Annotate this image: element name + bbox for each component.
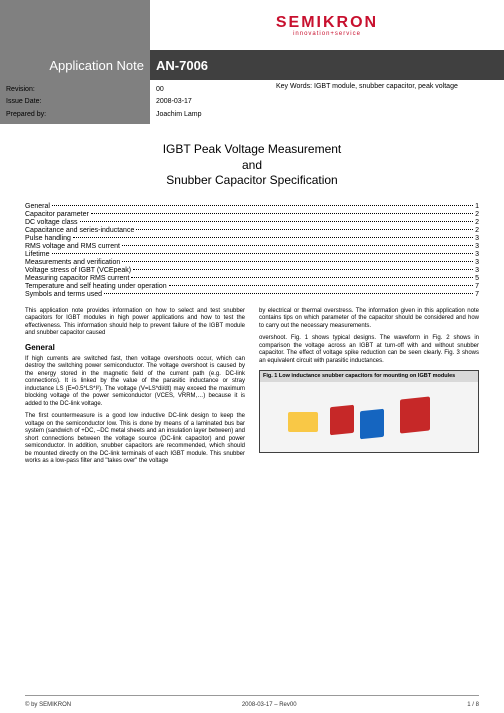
toc-label: Measuring capacitor RMS current	[25, 275, 129, 282]
toc-label: DC voltage class	[25, 219, 78, 226]
footer-left: © by SEMIKRON	[25, 702, 71, 708]
toc-label: General	[25, 203, 50, 210]
paragraph-2: The first countermeasure is a good low i…	[25, 413, 245, 466]
capacitor-yellow-icon	[288, 412, 318, 432]
toc-label: Measurements and verification	[25, 259, 120, 266]
toc-label: Voltage stress of IGBT (VCEpeak)	[25, 267, 131, 274]
capacitor-red-icon	[330, 405, 354, 436]
brand-tagline: innovation+service	[293, 31, 361, 37]
toc-page: 3	[475, 267, 479, 274]
toc-row: Measuring capacitor RMS current 5	[25, 275, 479, 282]
toc-page: 2	[475, 227, 479, 234]
toc-dots	[104, 293, 473, 294]
toc-label: Symbols and terms used	[25, 291, 102, 298]
toc-page: 2	[475, 211, 479, 218]
table-of-contents: General1Capacitor parameter2DC voltage c…	[25, 203, 479, 298]
toc-page: 3	[475, 251, 479, 258]
toc-page: 7	[475, 283, 479, 290]
toc-row: RMS voltage and RMS current 3	[25, 243, 479, 250]
toc-label: Pulse handling	[25, 235, 71, 242]
toc-page: 3	[475, 259, 479, 266]
main-content: IGBT Peak Voltage Measurement and Snubbe…	[0, 124, 504, 695]
toc-dots	[169, 285, 473, 286]
toc-dots	[91, 213, 473, 214]
toc-label: Temperature and self heating under opera…	[25, 283, 167, 290]
title-line3: Snubber Capacitor Specification	[25, 173, 479, 189]
revision-label: Revision:	[6, 86, 35, 93]
toc-dots	[52, 205, 473, 206]
meta-keywords: Key Words: IGBT module, snubber capacito…	[270, 80, 504, 124]
title-line1: IGBT Peak Voltage Measurement	[25, 142, 479, 158]
meta-values: 00 2008-03-17 Joachim Lamp	[150, 80, 270, 124]
toc-label: Lifetime	[25, 251, 50, 258]
general-heading: General	[25, 343, 245, 353]
toc-page: 5	[475, 275, 479, 282]
toc-page: 7	[475, 291, 479, 298]
toc-dots	[122, 261, 473, 262]
revision-value: 00	[156, 86, 264, 93]
toc-row: Pulse handling 3	[25, 235, 479, 242]
toc-dots	[131, 277, 473, 278]
title-band: Application Note AN-7006	[0, 50, 504, 80]
figure-1-image	[260, 382, 478, 452]
meta-labels: Revision: Issue Date: Prepared by:	[0, 80, 150, 124]
capacitor-blue-icon	[360, 409, 384, 440]
toc-page: 2	[475, 219, 479, 226]
toc-row: Lifetime 3	[25, 251, 479, 258]
col2-top-paragraph: by electrical or thermal overstress. The…	[259, 308, 479, 331]
intro-paragraph: This application note provides informati…	[25, 308, 245, 338]
keywords-value: IGBT module, snubber capacitor, peak vol…	[314, 83, 458, 90]
toc-row: Capacitance and series-inductance 2	[25, 227, 479, 234]
title-band-left: Application Note	[0, 50, 150, 80]
toc-label: RMS voltage and RMS current	[25, 243, 120, 250]
paragraph-3: overshoot. Fig. 1 shows typical designs.…	[259, 335, 479, 365]
body-text: This application note provides informati…	[25, 308, 479, 466]
paragraph-1: If high currents are switched fast, then…	[25, 356, 245, 409]
document-title: IGBT Peak Voltage Measurement and Snubbe…	[25, 142, 479, 189]
top-band-grey	[0, 0, 150, 50]
footer-right: 1 / 8	[467, 702, 479, 708]
toc-dots	[52, 253, 474, 254]
toc-dots	[133, 269, 473, 270]
toc-page: 3	[475, 235, 479, 242]
author-label: Prepared by:	[6, 111, 46, 118]
toc-dots	[136, 229, 473, 230]
toc-row: Measurements and verification 3	[25, 259, 479, 266]
meta-band: Revision: Issue Date: Prepared by: 00 20…	[0, 80, 504, 124]
toc-page: 1	[475, 203, 479, 210]
date-label: Issue Date:	[6, 98, 41, 105]
toc-row: Temperature and self heating under opera…	[25, 283, 479, 290]
page-footer: © by SEMIKRON 2008-03-17 – Rev00 1 / 8	[25, 695, 479, 713]
toc-dots	[80, 221, 474, 222]
footer-center: 2008-03-17 – Rev00	[242, 702, 297, 708]
date-value: 2008-03-17	[156, 98, 264, 105]
page: SEMIKRON innovation+service Application …	[0, 0, 504, 713]
toc-row: Capacitor parameter 2	[25, 211, 479, 218]
toc-dots	[73, 237, 473, 238]
toc-label: Capacitor parameter	[25, 211, 89, 218]
toc-row: Voltage stress of IGBT (VCEpeak) 3	[25, 267, 479, 274]
brand-logo: SEMIKRON	[276, 14, 378, 32]
title-band-right: AN-7006	[150, 50, 504, 80]
logo-area: SEMIKRON innovation+service	[150, 0, 504, 50]
toc-label: Capacitance and series-inductance	[25, 227, 134, 234]
toc-page: 3	[475, 243, 479, 250]
top-band: SEMIKRON innovation+service	[0, 0, 504, 50]
toc-row: Symbols and terms used 7	[25, 291, 479, 298]
keywords-label: Key Words:	[276, 83, 312, 90]
author-value: Joachim Lamp	[156, 111, 264, 118]
title-line2: and	[25, 158, 479, 174]
toc-row: DC voltage class 2	[25, 219, 479, 226]
toc-dots	[122, 245, 473, 246]
figure-1: Fig. 1 Low inductance snubber capacitors…	[259, 370, 479, 453]
figure-1-caption: Fig. 1 Low inductance snubber capacitors…	[260, 371, 478, 382]
toc-row: General 1	[25, 203, 479, 210]
capacitor-red2-icon	[400, 396, 430, 433]
